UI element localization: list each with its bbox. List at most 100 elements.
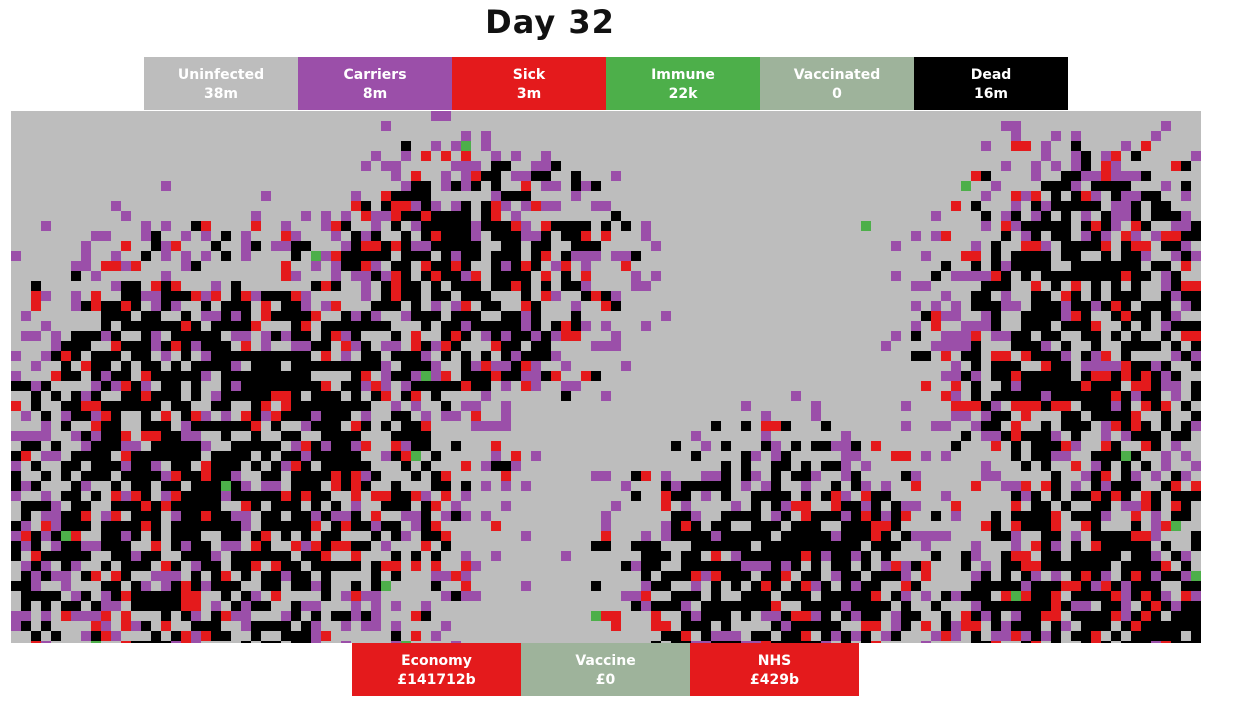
map-cell [1071,181,1081,191]
map-cell [951,361,961,371]
map-cell [461,321,471,331]
infection-map-grid[interactable] [11,111,1201,643]
map-cell [691,531,701,541]
map-cell [931,231,941,241]
map-cell [1021,221,1031,231]
map-cell [71,391,81,401]
map-cell [1061,201,1071,211]
map-cell [791,611,801,621]
map-cell [1141,461,1151,471]
map-cell [1171,351,1181,361]
map-cell [321,381,331,391]
map-cell [971,571,981,581]
map-cell [1081,511,1091,521]
map-cell [1181,491,1191,501]
map-cell [1011,591,1021,601]
map-cell [1171,471,1181,481]
map-cell [421,611,431,621]
map-cell [1031,611,1041,621]
map-cell [481,211,491,221]
map-cell [851,521,861,531]
map-cell [271,391,281,401]
map-cell [121,431,131,441]
map-cell [731,581,741,591]
map-cell [611,301,621,311]
map-cell [601,541,611,551]
map-cell [921,451,931,461]
map-cell [391,641,401,643]
map-cell [1011,121,1021,131]
map-cell [1191,631,1201,641]
map-cell [221,361,231,371]
map-cell [451,181,461,191]
map-cell [21,591,31,601]
map-cell [161,371,171,381]
map-cell [461,261,471,271]
map-cell [1051,571,1061,581]
map-cell [271,561,281,571]
metric-economy-value: £141712b [397,672,476,688]
map-cell [431,111,441,121]
map-cell [191,591,201,601]
map-cell [251,501,261,511]
map-cell [1031,211,1041,221]
map-cell [931,551,941,561]
map-cell [521,581,531,591]
map-cell [131,581,141,591]
map-cell [1141,631,1151,641]
map-cell [1111,281,1121,291]
map-cell [291,311,301,321]
map-cell [351,521,361,531]
map-cell [351,271,361,281]
map-cell [441,531,451,541]
map-cell [491,221,501,231]
map-cell [761,441,771,451]
map-cell [1181,551,1191,561]
map-cell [1031,341,1041,351]
map-cell [391,501,401,511]
map-cell [311,481,321,491]
metric-vaccine: Vaccine £0 [521,643,690,696]
map-cell [361,281,371,291]
map-cell [261,621,271,631]
map-cell [1031,291,1041,301]
map-cell [311,561,321,571]
map-cell [351,201,361,211]
map-cell [511,191,521,201]
map-cell [881,511,891,521]
map-cell [661,531,671,541]
map-cell [481,481,491,491]
map-cell [1171,391,1181,401]
map-cell [101,441,111,451]
map-cell [521,191,531,201]
map-cell [111,481,121,491]
map-cell [1011,251,1021,261]
map-cell [951,441,961,451]
map-cell [191,431,201,441]
infection-map-canvas[interactable] [11,111,1201,643]
map-cell [981,521,991,531]
map-cell [1041,141,1051,151]
map-cell [171,361,181,371]
map-cell [151,471,161,481]
map-cell [1051,541,1061,551]
map-cell [131,471,141,481]
map-cell [391,431,401,441]
map-cell [441,231,451,241]
map-cell [1151,201,1161,211]
map-cell [261,371,271,381]
map-cell [991,511,1001,521]
map-cell [421,541,431,551]
map-cell [1121,231,1131,241]
map-cell [571,171,581,181]
map-cell [581,291,591,301]
map-cell [121,311,131,321]
map-cell [601,471,611,481]
map-cell [1031,451,1041,461]
map-cell [641,221,651,231]
map-cell [11,251,21,261]
map-cell [1091,281,1101,291]
map-cell [1031,641,1041,643]
map-cell [351,261,361,271]
map-cell [811,621,821,631]
